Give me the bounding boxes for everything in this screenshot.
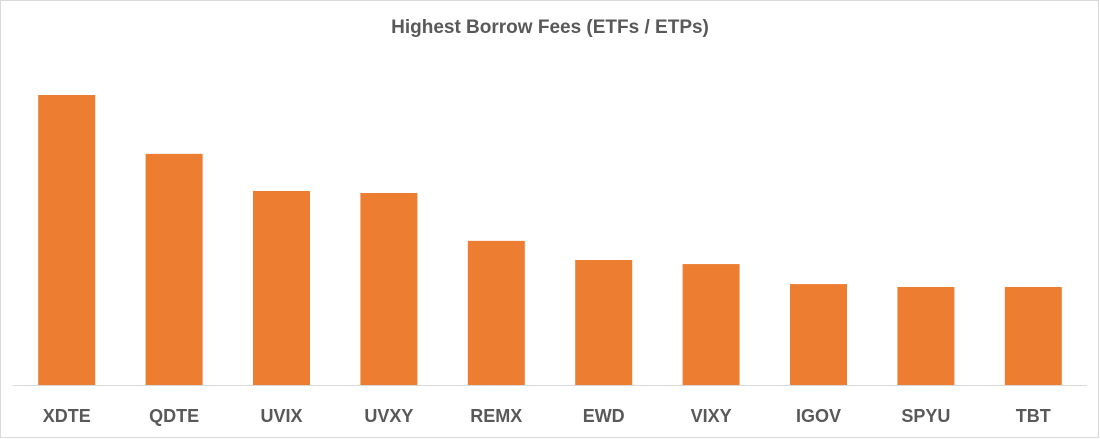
bar xyxy=(575,260,633,385)
bar xyxy=(360,193,418,385)
x-tick-label: TBT xyxy=(1016,406,1051,426)
bar xyxy=(38,95,96,385)
x-tick-label: IGOV xyxy=(796,406,841,426)
x-tick-label: XDTE xyxy=(43,406,91,426)
chart-title: Highest Borrow Fees (ETFs / ETPs) xyxy=(391,17,709,38)
bar xyxy=(1004,286,1062,385)
bar xyxy=(467,240,525,385)
x-tick-label: QDTE xyxy=(149,406,199,426)
bar xyxy=(682,264,740,385)
x-tick-label: UVIX xyxy=(260,406,302,426)
x-tick-label: REMX xyxy=(470,406,522,426)
bar xyxy=(897,286,955,385)
bar xyxy=(253,190,310,385)
x-tick-label: SPYU xyxy=(901,406,950,426)
x-tick-label: EWD xyxy=(583,406,625,426)
bar xyxy=(145,153,203,385)
x-tick-label: VIXY xyxy=(691,406,732,426)
x-tick-label: UVXY xyxy=(364,406,413,426)
bar xyxy=(790,284,847,385)
